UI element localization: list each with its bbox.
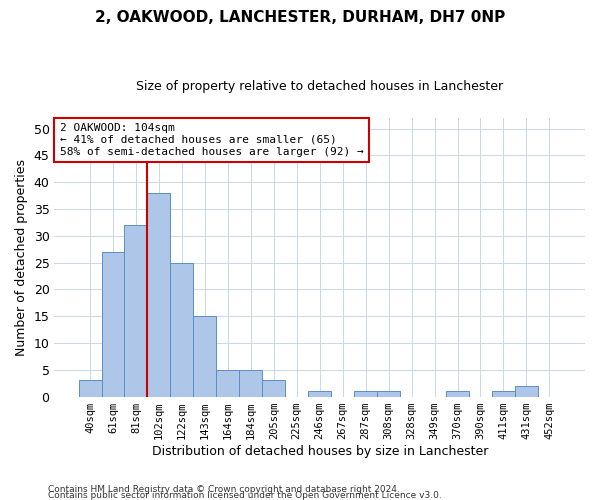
Bar [446,391,469,396]
Bar [193,316,217,396]
Bar [354,391,377,396]
Text: 2 OAKWOOD: 104sqm
← 41% of detached houses are smaller (65)
58% of semi-detached: 2 OAKWOOD: 104sqm ← 41% of detached hous… [60,124,364,156]
Bar [79,380,101,396]
Bar [515,386,538,396]
Title: Size of property relative to detached houses in Lanchester: Size of property relative to detached ho… [136,80,503,93]
Text: Contains public sector information licensed under the Open Government Licence v3: Contains public sector information licen… [48,490,442,500]
Text: Contains HM Land Registry data © Crown copyright and database right 2024.: Contains HM Land Registry data © Crown c… [48,484,400,494]
Bar [377,391,400,396]
Bar [170,262,193,396]
Bar [148,193,170,396]
Bar [262,380,285,396]
Bar [239,370,262,396]
Bar [217,370,239,396]
Bar [492,391,515,396]
X-axis label: Distribution of detached houses by size in Lanchester: Distribution of detached houses by size … [152,444,488,458]
Text: 2, OAKWOOD, LANCHESTER, DURHAM, DH7 0NP: 2, OAKWOOD, LANCHESTER, DURHAM, DH7 0NP [95,10,505,25]
Bar [101,252,124,396]
Bar [124,225,148,396]
Bar [308,391,331,396]
Y-axis label: Number of detached properties: Number of detached properties [15,158,28,356]
